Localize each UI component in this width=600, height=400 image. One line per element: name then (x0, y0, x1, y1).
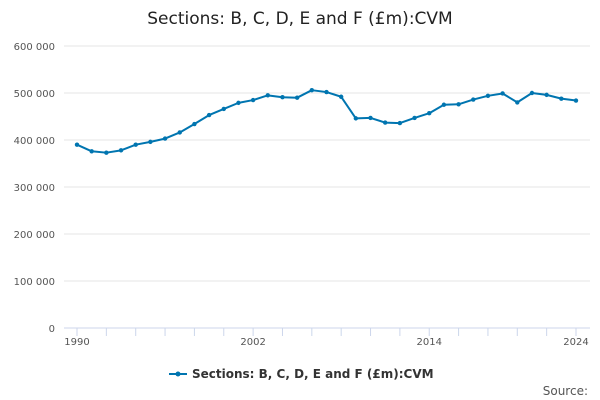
legend-dot-marker (175, 371, 181, 377)
data-point[interactable] (294, 95, 300, 100)
y-tick-label: 600 000 (14, 42, 55, 53)
gridlines (64, 45, 590, 282)
x-axis: 1990 2002 2014 2024 (64, 327, 590, 348)
data-point[interactable] (221, 106, 226, 112)
data-point[interactable] (118, 148, 124, 153)
y-axis-tick-labels: 0 100 000 200 000 300 000 400 000 500 000 600 … (14, 42, 55, 335)
data-point[interactable] (338, 94, 344, 99)
data-point[interactable] (148, 139, 153, 145)
data-point[interactable] (471, 97, 476, 102)
data-point[interactable] (544, 92, 549, 98)
data-point[interactable] (177, 130, 182, 135)
data-point[interactable] (397, 120, 403, 126)
data-point[interactable] (89, 149, 94, 154)
data-point[interactable] (74, 142, 80, 147)
legend: Sections: B, C, D, E and F (£m):CVM (169, 367, 434, 381)
data-point[interactable] (324, 89, 329, 95)
source-label: Source: (543, 384, 588, 398)
data-point[interactable] (265, 93, 270, 98)
y-tick-label: 300 000 (14, 183, 55, 194)
data-point[interactable] (573, 98, 579, 103)
x-tick-label: 2002 (240, 337, 265, 348)
data-point[interactable] (104, 150, 109, 155)
data-point[interactable] (515, 100, 520, 105)
data-point[interactable] (206, 112, 212, 118)
chart-title: Sections: B, C, D, E and F (£m):CVM (147, 9, 452, 29)
data-point[interactable] (280, 95, 285, 100)
series-layer (74, 87, 579, 155)
data-point[interactable] (309, 87, 315, 93)
data-point[interactable] (500, 91, 505, 96)
y-tick-label: 0 (49, 324, 55, 335)
data-point[interactable] (485, 93, 491, 99)
legend-label: Sections: B, C, D, E and F (£m):CVM (192, 367, 434, 381)
data-point[interactable] (383, 120, 388, 125)
data-point[interactable] (529, 90, 535, 96)
y-tick-label: 500 000 (14, 89, 55, 100)
x-tick-label: 2024 (563, 337, 588, 348)
data-point[interactable] (559, 96, 564, 101)
data-point[interactable] (133, 142, 138, 147)
data-point[interactable] (427, 111, 432, 116)
data-point[interactable] (162, 136, 168, 141)
data-point[interactable] (456, 102, 461, 107)
x-tick-label: 1990 (64, 337, 89, 348)
x-tick-label: 2014 (417, 337, 442, 348)
data-point[interactable] (192, 121, 197, 127)
data-point[interactable] (441, 102, 447, 107)
data-point[interactable] (236, 100, 241, 106)
data-point[interactable] (368, 115, 373, 121)
data-point[interactable] (250, 97, 256, 103)
data-point[interactable] (412, 115, 417, 121)
y-tick-label: 200 000 (14, 230, 55, 241)
y-tick-label: 400 000 (14, 136, 55, 147)
y-tick-label: 100 000 (14, 277, 55, 288)
data-point[interactable] (353, 116, 359, 121)
